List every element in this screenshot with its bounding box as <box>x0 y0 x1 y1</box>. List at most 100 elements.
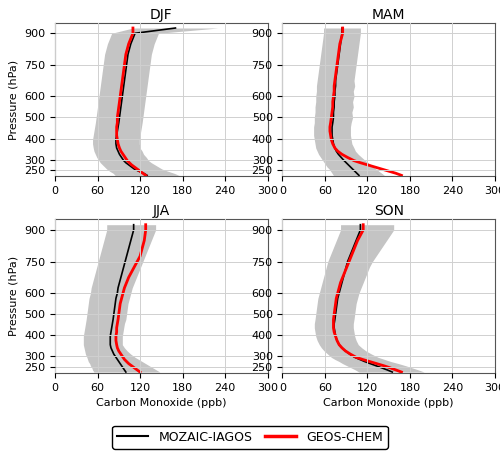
GEOS-CHEM <box>114 321 120 326</box>
GEOS-CHEM <box>339 345 345 350</box>
MOZAIC-IAGOS <box>338 285 344 291</box>
MOZAIC-IAGOS <box>338 155 344 160</box>
Title: MAM: MAM <box>372 8 406 21</box>
GEOS-CHEM <box>353 354 359 360</box>
MOZAIC-IAGOS <box>112 301 118 306</box>
X-axis label: Carbon Monoxide (ppb): Carbon Monoxide (ppb) <box>96 399 226 409</box>
MOZAIC-IAGOS <box>126 162 132 167</box>
GEOS-CHEM <box>115 141 121 147</box>
MOZAIC-IAGOS <box>356 172 362 178</box>
GEOS-CHEM <box>360 227 366 233</box>
GEOS-CHEM <box>126 160 132 166</box>
MOZAIC-IAGOS <box>331 99 337 104</box>
MOZAIC-IAGOS <box>329 133 335 138</box>
GEOS-CHEM <box>128 36 134 41</box>
MOZAIC-IAGOS <box>342 348 348 354</box>
MOZAIC-IAGOS <box>110 321 116 326</box>
MOZAIC-IAGOS <box>362 359 368 364</box>
GEOS-CHEM <box>142 222 148 228</box>
Title: DJF: DJF <box>150 8 172 21</box>
GEOS-CHEM <box>130 30 136 36</box>
MOZAIC-IAGOS <box>118 363 124 369</box>
X-axis label: Carbon Monoxide (ppb): Carbon Monoxide (ppb) <box>324 399 454 409</box>
MOZAIC-IAGOS <box>332 317 338 322</box>
MOZAIC-IAGOS <box>116 280 122 285</box>
GEOS-CHEM <box>126 275 132 280</box>
MOZAIC-IAGOS <box>122 259 128 264</box>
GEOS-CHEM <box>134 167 140 172</box>
MOZAIC-IAGOS <box>123 160 129 166</box>
GEOS-CHEM <box>330 104 336 110</box>
GEOS-CHEM <box>346 259 352 264</box>
MOZAIC-IAGOS <box>111 351 117 357</box>
GEOS-CHEM <box>360 357 366 362</box>
MOZAIC-IAGOS <box>108 334 114 339</box>
GEOS-CHEM <box>354 238 360 243</box>
MOZAIC-IAGOS <box>338 41 344 46</box>
MOZAIC-IAGOS <box>332 334 338 339</box>
GEOS-CHEM <box>114 133 119 138</box>
GEOS-CHEM <box>115 317 121 322</box>
GEOS-CHEM <box>334 67 340 73</box>
MOZAIC-IAGOS <box>118 155 124 160</box>
MOZAIC-IAGOS <box>354 171 360 176</box>
MOZAIC-IAGOS <box>336 290 342 296</box>
MOZAIC-IAGOS <box>108 325 114 331</box>
MOZAIC-IAGOS <box>126 243 132 248</box>
MOZAIC-IAGOS <box>120 264 126 269</box>
GEOS-CHEM <box>142 227 148 233</box>
GEOS-CHEM <box>114 137 120 142</box>
GEOS-CHEM <box>137 369 143 375</box>
MOZAIC-IAGOS <box>352 354 358 360</box>
MOZAIC-IAGOS <box>347 351 353 357</box>
MOZAIC-IAGOS <box>329 124 335 130</box>
GEOS-CHEM <box>337 41 343 46</box>
GEOS-CHEM <box>332 78 338 83</box>
MOZAIC-IAGOS <box>122 78 128 83</box>
MOZAIC-IAGOS <box>348 164 354 170</box>
GEOS-CHEM <box>329 110 335 115</box>
GEOS-CHEM <box>332 145 338 151</box>
MOZAIC-IAGOS <box>128 41 134 46</box>
GEOS-CHEM <box>124 158 130 163</box>
Legend: MOZAIC-IAGOS, GEOS-CHEM: MOZAIC-IAGOS, GEOS-CHEM <box>112 426 388 449</box>
Line: GEOS-CHEM: GEOS-CHEM <box>116 28 146 175</box>
GEOS-CHEM <box>114 345 120 350</box>
GEOS-CHEM <box>116 99 122 104</box>
GEOS-CHEM <box>116 145 122 151</box>
Line: GEOS-CHEM: GEOS-CHEM <box>116 225 146 372</box>
MOZAIC-IAGOS <box>338 36 344 41</box>
MOZAIC-IAGOS <box>112 306 117 312</box>
MOZAIC-IAGOS <box>368 361 374 366</box>
MOZAIC-IAGOS <box>343 264 349 269</box>
GEOS-CHEM <box>331 88 337 94</box>
MOZAIC-IAGOS <box>116 120 122 126</box>
MOZAIC-IAGOS <box>339 345 345 350</box>
MOZAIC-IAGOS <box>336 342 342 348</box>
MOZAIC-IAGOS <box>120 83 126 89</box>
MOZAIC-IAGOS <box>172 25 178 31</box>
MOZAIC-IAGOS <box>118 104 124 110</box>
MOZAIC-IAGOS <box>113 296 119 301</box>
MOZAIC-IAGOS <box>330 137 336 142</box>
GEOS-CHEM <box>116 311 122 317</box>
GEOS-CHEM <box>342 269 348 275</box>
MOZAIC-IAGOS <box>334 301 340 306</box>
MOZAIC-IAGOS <box>114 145 119 151</box>
GEOS-CHEM <box>328 115 334 120</box>
GEOS-CHEM <box>386 168 392 174</box>
GEOS-CHEM <box>132 164 138 170</box>
GEOS-CHEM <box>352 243 358 248</box>
GEOS-CHEM <box>336 285 342 291</box>
GEOS-CHEM <box>114 329 119 335</box>
GEOS-CHEM <box>120 67 126 73</box>
GEOS-CHEM <box>350 248 356 254</box>
GEOS-CHEM <box>351 158 357 163</box>
MOZAIC-IAGOS <box>329 128 335 134</box>
MOZAIC-IAGOS <box>124 57 130 62</box>
MOZAIC-IAGOS <box>339 280 345 285</box>
GEOS-CHEM <box>334 57 340 62</box>
GEOS-CHEM <box>398 172 404 178</box>
GEOS-CHEM <box>330 94 336 99</box>
GEOS-CHEM <box>331 311 337 317</box>
